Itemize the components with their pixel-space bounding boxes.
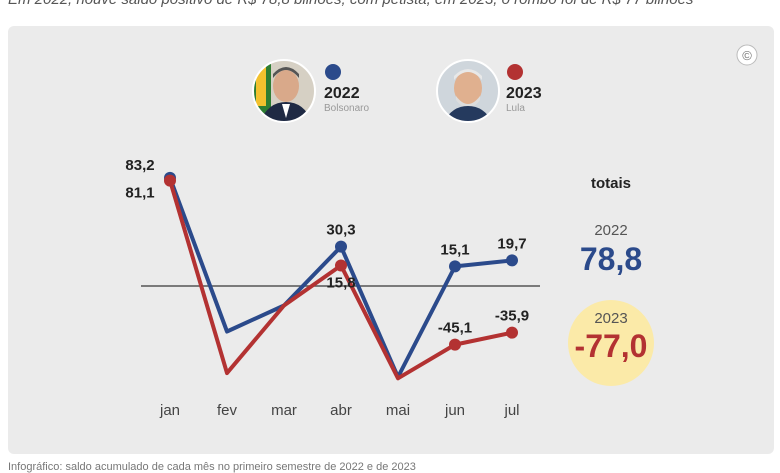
- total-year-2023: 2023: [594, 310, 627, 327]
- data-label-2022-jan: 83,2: [125, 157, 154, 174]
- data-label-2023-jan: 81,1: [125, 185, 154, 202]
- copyright-symbol: ©: [742, 48, 752, 63]
- totals-heading: totais: [591, 175, 631, 192]
- data-label-2022-jul: 19,7: [497, 235, 526, 252]
- totals-panel: totais 2022 78,8 2023 -77,0: [568, 175, 654, 386]
- legend-2023: 2023 Lula: [436, 59, 542, 123]
- point-2023-jan: [164, 174, 176, 187]
- legend-year-2022: 2022: [324, 85, 360, 102]
- data-label-2023-abr: 15,8: [326, 274, 355, 291]
- point-2022-abr: [335, 240, 347, 253]
- bolsonaro-avatar: [253, 60, 315, 122]
- point-2023-abr: [335, 259, 347, 272]
- chart-subtitle: Em 2022, houve saldo positivo de R$ 78,8…: [8, 0, 780, 8]
- chart-card: © 2022 Bolsonaro: [8, 26, 774, 454]
- data-label-2023-jun: -45,1: [438, 320, 472, 337]
- point-2022-jul: [506, 254, 518, 267]
- legend-2022: 2022 Bolsonaro: [252, 59, 369, 123]
- data-label-2022-jun: 15,1: [440, 241, 469, 258]
- legend-name-2023: Lula: [506, 103, 525, 114]
- total-year-2022: 2022: [594, 222, 627, 239]
- data-label-2022-abr: 30,3: [326, 222, 355, 239]
- point-2022-jun: [449, 260, 461, 273]
- total-value-2023: -77,0: [575, 328, 648, 364]
- line-chart: © 2022 Bolsonaro: [125, 44, 758, 419]
- point-2023-jul: [506, 326, 518, 339]
- x-tick-label-jun: jun: [444, 402, 465, 419]
- lula-avatar: [437, 60, 499, 122]
- total-value-2022: 78,8: [580, 241, 642, 277]
- x-tick-label-abr: abr: [330, 402, 352, 419]
- x-tick-label-mar: mar: [271, 402, 297, 419]
- data-label-2023-jul: -35,9: [495, 308, 529, 325]
- legend-year-2023: 2023: [506, 85, 542, 102]
- legend-name-2022: Bolsonaro: [324, 103, 369, 114]
- x-tick-label-jan: jan: [159, 402, 180, 419]
- copyright-badge: ©: [736, 44, 758, 66]
- legend-marker-2022: [325, 64, 341, 80]
- x-tick-label-mai: mai: [386, 402, 410, 419]
- plot-area: jan fev mar abr mai jun jul 83,2 30,3 15,1 19,7 81,…: [125, 157, 529, 419]
- x-tick-label-jul: jul: [503, 402, 519, 419]
- point-2023-jun: [449, 338, 461, 351]
- total-2023-highlight: [568, 300, 654, 386]
- chart-footer: Infográfico: saldo acumulado de cada mês…: [8, 461, 416, 473]
- x-tick-label-fev: fev: [217, 402, 238, 419]
- legend-marker-2023: [507, 64, 523, 80]
